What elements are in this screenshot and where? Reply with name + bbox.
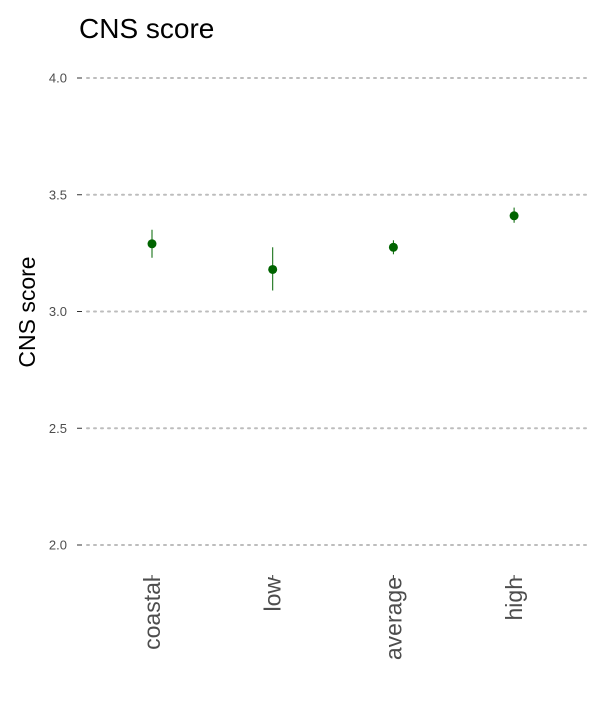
y-axis-label: CNS score: [14, 256, 40, 367]
x-tick-label: high: [501, 577, 527, 620]
x-axis-ticks: coastal low average high: [139, 575, 527, 660]
y-tick-label: 3.5: [49, 187, 67, 202]
chart-title: CNS score: [79, 13, 214, 44]
data-point: [509, 211, 519, 221]
data-point: [268, 264, 278, 274]
y-axis-ticks: 2.0 2.5 3.0 3.5 4.0: [49, 71, 82, 553]
grid-layer: [86, 77, 591, 546]
data-point: [388, 242, 398, 252]
data-marks: [147, 207, 519, 291]
x-tick-label: low: [260, 577, 286, 612]
y-tick-label: 3.0: [49, 304, 67, 319]
x-tick-label: coastal: [139, 577, 165, 650]
y-tick-label: 2.5: [49, 421, 67, 436]
y-tick-label: 2.0: [49, 538, 67, 553]
y-tick-label: 4.0: [49, 71, 67, 86]
x-tick-label: average: [380, 577, 406, 660]
data-point: [147, 239, 157, 249]
